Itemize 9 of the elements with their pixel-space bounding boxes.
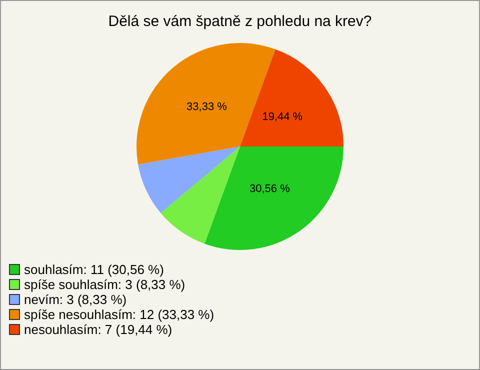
legend-label: spíše souhlasím: 3 (8,33 %) — [24, 277, 186, 292]
chart-title: Dělá se vám špatně z pohledu na krev? — [108, 13, 372, 30]
legend-label: nesouhlasím: 7 (19,44 %) — [24, 322, 172, 337]
data-label: 30,56 % — [249, 182, 290, 195]
legend-label: spíše nesouhlasím: 12 (33,33 %) — [24, 307, 214, 322]
data-label: 19,44 % — [262, 110, 303, 123]
legend-label: souhlasím: 11 (30,56 %) — [24, 262, 164, 277]
legend-label: nevím: 3 (8,33 %) — [24, 292, 127, 307]
data-label: 33,33 % — [186, 100, 228, 113]
